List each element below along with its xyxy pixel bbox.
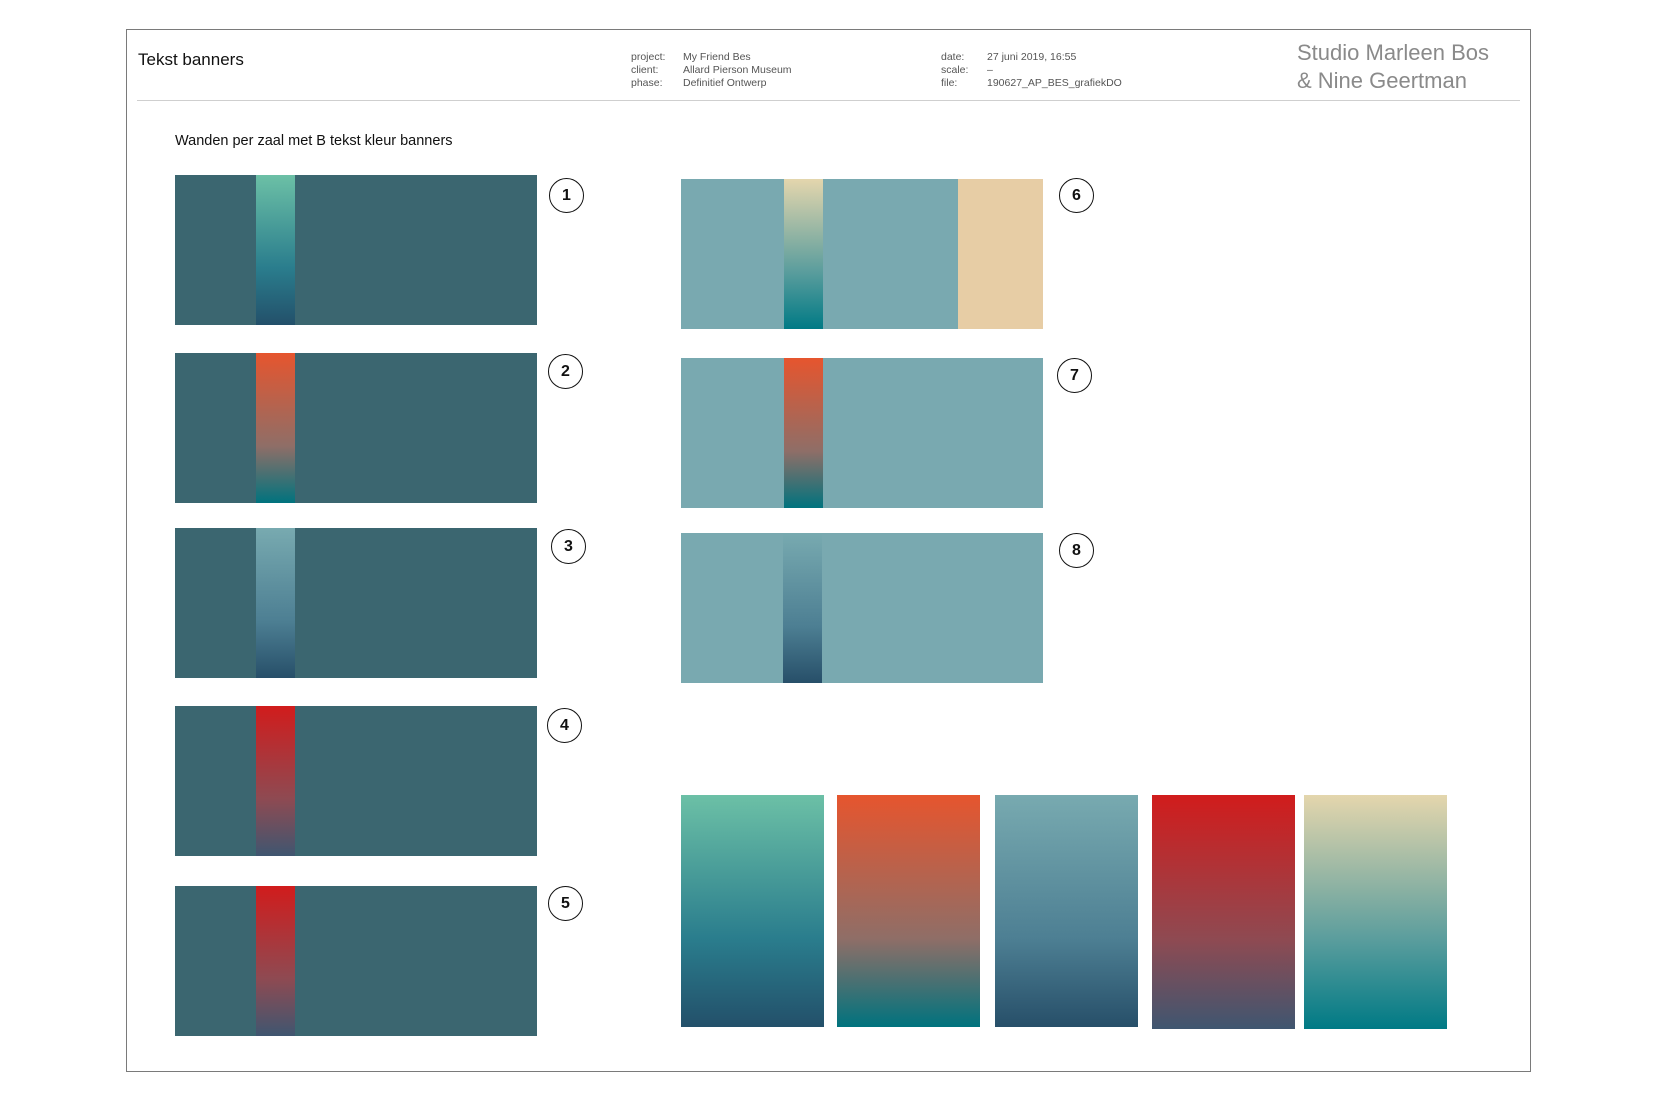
- phase-value: Definitief Ontwerp: [683, 77, 767, 89]
- swatch-green: [681, 795, 824, 1027]
- meta-key: date:: [941, 51, 965, 63]
- meta-key: scale:: [941, 64, 969, 76]
- wall-1: [175, 175, 537, 325]
- wall-number-badge: 2: [548, 354, 583, 389]
- page-title: Tekst banners: [138, 50, 244, 69]
- studio-logo: Studio Marleen Bos & Nine Geertman: [1297, 39, 1489, 95]
- wall-8: [681, 533, 1043, 683]
- header-divider: [137, 100, 1520, 101]
- wall-number-badge: 4: [547, 708, 582, 743]
- banner-gradient: [256, 886, 295, 1036]
- meta-key: client:: [631, 64, 659, 76]
- swatch-red: [1152, 795, 1295, 1029]
- banner-gradient: [256, 175, 295, 325]
- swatch-orange: [837, 795, 980, 1027]
- swatch-blue: [995, 795, 1138, 1027]
- banner-gradient: [256, 353, 295, 503]
- date-value: 27 juni 2019, 16:55: [987, 51, 1077, 63]
- sand-panel: [958, 179, 1043, 329]
- wall-4: [175, 706, 537, 856]
- studio-line-2: & Nine Geertman: [1297, 68, 1467, 93]
- banner-gradient: [784, 179, 823, 329]
- swatch-sand: [1304, 795, 1447, 1029]
- wall-6: [681, 179, 1043, 329]
- wall-number-badge: 5: [548, 886, 583, 921]
- banner-gradient: [783, 533, 822, 683]
- wall-number-badge: 7: [1057, 358, 1092, 393]
- banner-gradient: [256, 706, 295, 856]
- file-meta: date: 27 juni 2019, 16:55 scale: – file: 19…: [941, 51, 1122, 90]
- project-value: My Friend Bes: [683, 51, 751, 63]
- scale-value: –: [987, 64, 993, 76]
- wall-2: [175, 353, 537, 503]
- file-value: 190627_AP_BES_grafiekDO: [987, 77, 1122, 89]
- drawing-sheet: Tekst banners project: My Friend Bes clie…: [126, 29, 1531, 1072]
- banner-gradient: [784, 358, 823, 508]
- section-subtitle: Wanden per zaal met B tekst kleur banner…: [175, 133, 453, 149]
- wall-number-badge: 8: [1059, 533, 1094, 568]
- wall-5: [175, 886, 537, 1036]
- wall-number-badge: 6: [1059, 178, 1094, 213]
- project-meta: project: My Friend Bes client: Allard Pier…: [631, 51, 792, 90]
- meta-key: phase:: [631, 77, 663, 89]
- wall-7: [681, 358, 1043, 508]
- client-value: Allard Pierson Museum: [683, 64, 792, 76]
- wall-number-badge: 1: [549, 178, 584, 213]
- studio-line-1: Studio Marleen Bos: [1297, 40, 1489, 65]
- meta-key: file:: [941, 77, 958, 89]
- wall-number-badge: 3: [551, 529, 586, 564]
- banner-gradient: [256, 528, 295, 678]
- wall-3: [175, 528, 537, 678]
- meta-key: project:: [631, 51, 666, 63]
